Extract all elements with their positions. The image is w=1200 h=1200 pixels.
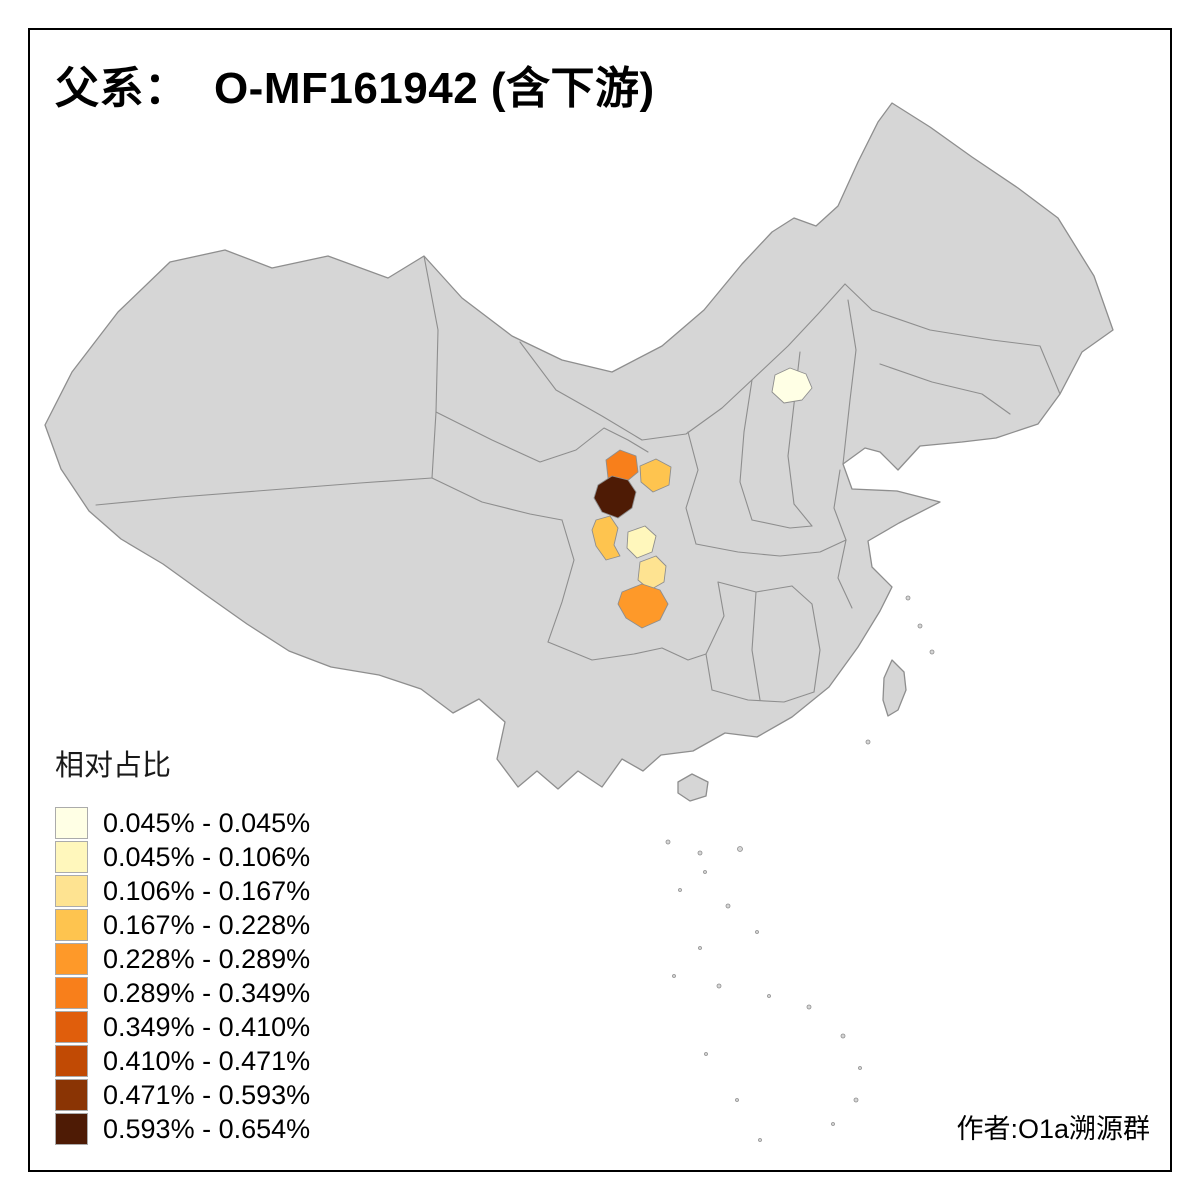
legend-row: 0.410% - 0.471%: [55, 1044, 310, 1078]
islands: [677, 659, 907, 802]
legend-label: 0.045% - 0.045%: [103, 807, 311, 838]
legend-row: 0.045% - 0.106%: [55, 840, 310, 874]
taiwan-island: [882, 659, 907, 717]
legend: 相对占比 0.045% - 0.045% 0.045% - 0.106% 0.1…: [55, 742, 310, 1146]
legend-swatch: [55, 1045, 88, 1077]
legend-row: 0.167% - 0.228%: [55, 908, 310, 942]
legend-label: 0.045% - 0.106%: [103, 841, 311, 872]
legend-label: 0.593% - 0.654%: [103, 1113, 311, 1144]
legend-row: 0.593% - 0.654%: [55, 1112, 310, 1146]
legend-label: 0.349% - 0.410%: [103, 1011, 311, 1042]
author-credit: 作者:O1a溯源群: [956, 1114, 1150, 1144]
legend-swatch: [55, 909, 88, 941]
legend-label: 0.289% - 0.349%: [103, 977, 311, 1008]
legend-swatch: [55, 841, 88, 873]
legend-label: 0.167% - 0.228%: [103, 909, 311, 940]
legend-swatch: [55, 875, 88, 907]
region-central-orange-right: [639, 458, 672, 493]
sea-islets: [665, 595, 935, 1142]
legend-title: 相对占比: [55, 750, 172, 782]
legend-swatch: [55, 1011, 88, 1043]
legend-row: 0.106% - 0.167%: [55, 874, 310, 908]
legend-row: 0.045% - 0.045%: [55, 806, 310, 840]
legend-swatch: [55, 1113, 88, 1145]
legend-swatch: [55, 943, 88, 975]
region-central-orange-left: [605, 449, 639, 483]
map-title: 父系： O-MF161942 (含下游): [55, 64, 655, 113]
legend-swatch: [55, 807, 88, 839]
region-central-light-lower: [637, 555, 667, 591]
legend-row: 0.289% - 0.349%: [55, 976, 310, 1010]
region-central-pale: [626, 525, 657, 559]
highlighted-regions: [591, 367, 813, 629]
legend-label: 0.228% - 0.289%: [103, 943, 311, 974]
legend-label: 0.410% - 0.471%: [103, 1045, 311, 1076]
legend-row: 0.471% - 0.593%: [55, 1078, 310, 1112]
region-south-orange: [617, 583, 669, 629]
region-north-pale: [771, 367, 813, 404]
legend-row: 0.349% - 0.410%: [55, 1010, 310, 1044]
legend-row: 0.228% - 0.289%: [55, 942, 310, 976]
region-central-darkest: [593, 475, 637, 519]
legend-label: 0.471% - 0.593%: [103, 1079, 311, 1110]
region-central-light-band: [591, 515, 621, 561]
legend-swatch: [55, 977, 88, 1009]
legend-swatch: [55, 1079, 88, 1111]
mainland-china-outline: [44, 102, 1114, 790]
legend-label: 0.106% - 0.167%: [103, 875, 311, 906]
hainan-island: [677, 773, 709, 802]
